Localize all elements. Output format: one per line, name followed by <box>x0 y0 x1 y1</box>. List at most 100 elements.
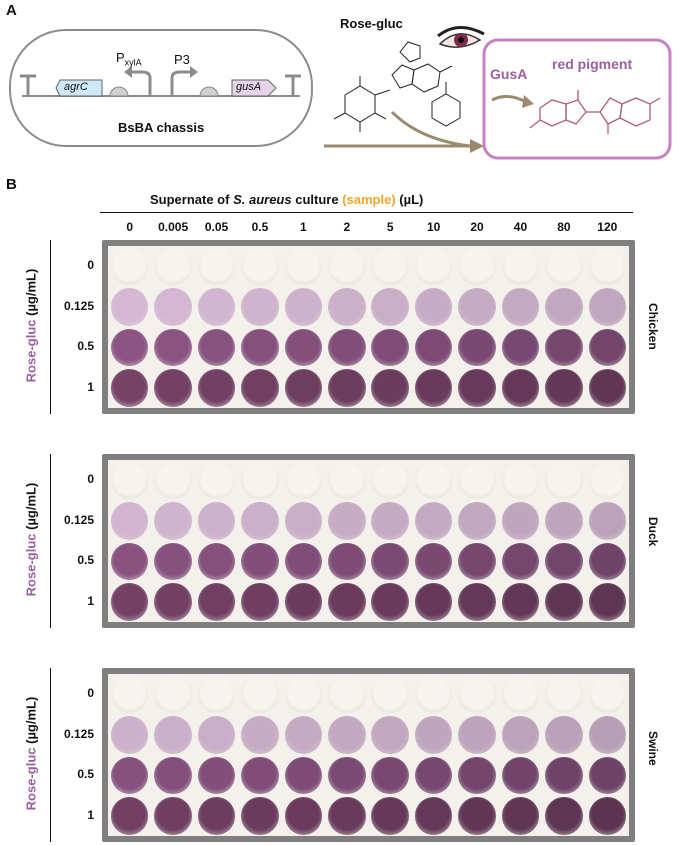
header-middle: culture <box>291 192 343 207</box>
well <box>284 756 323 794</box>
well <box>588 461 627 499</box>
panel-b-letter: B <box>6 176 17 193</box>
well <box>154 247 192 285</box>
well <box>110 502 149 540</box>
well <box>371 797 409 835</box>
well <box>458 716 496 754</box>
well <box>110 369 149 407</box>
plate-species-label: Chicken <box>646 303 660 350</box>
well <box>458 247 496 285</box>
header-species: S. aureus <box>233 192 292 207</box>
well <box>328 583 366 621</box>
plate-surface <box>108 246 629 408</box>
well <box>154 542 192 580</box>
terminator-right-icon <box>285 74 301 96</box>
y-label-unit: (µg/mL) <box>23 268 39 320</box>
column-label: 1 <box>300 220 307 234</box>
column-label: 10 <box>426 220 441 234</box>
well <box>458 328 496 366</box>
rbs-right-icon <box>199 86 219 97</box>
well <box>241 716 279 754</box>
y-label-unit: (µg/mL) <box>23 482 39 534</box>
row-bracket <box>50 240 51 414</box>
reaction-arrow-curve <box>390 110 471 148</box>
well <box>545 369 583 407</box>
well <box>110 328 149 366</box>
gene-gusa-shape <box>231 79 277 97</box>
well <box>241 328 279 366</box>
well-plate <box>102 668 635 842</box>
well <box>110 756 149 794</box>
well <box>197 756 236 794</box>
promoter-p3-label: P3 <box>174 52 190 67</box>
well <box>545 797 583 835</box>
plate-surface <box>108 674 629 836</box>
well-plate <box>102 240 635 414</box>
promoter-p3-arrow-icon <box>170 70 190 96</box>
well <box>197 502 236 540</box>
rose-gluc-structure <box>333 41 453 132</box>
well <box>241 502 279 540</box>
eye-icon <box>437 26 485 48</box>
y-axis-label: Rose-gluc (µg/mL) <box>24 455 39 625</box>
well <box>545 461 583 499</box>
well-plate <box>102 454 635 628</box>
well <box>458 756 496 794</box>
well <box>328 797 366 835</box>
well <box>328 756 366 794</box>
well <box>328 675 366 713</box>
well <box>154 461 192 499</box>
well <box>241 369 279 407</box>
well <box>414 288 453 326</box>
well <box>197 797 236 835</box>
panel-b-header: Supernate of S. aureus culture (sample) … <box>150 192 423 207</box>
well <box>110 716 149 754</box>
well <box>284 583 323 621</box>
well <box>545 716 583 754</box>
well <box>588 583 627 621</box>
well <box>414 542 453 580</box>
well <box>371 288 409 326</box>
column-label: 5 <box>386 220 394 234</box>
product-box <box>482 38 672 160</box>
row-label: 0.5 <box>77 553 94 568</box>
well <box>284 328 323 366</box>
column-label: 40 <box>513 220 528 234</box>
row-label: 0.5 <box>77 767 94 782</box>
panel-a-letter: A <box>6 2 17 19</box>
well <box>371 542 409 580</box>
well <box>197 461 236 499</box>
well <box>414 756 453 794</box>
well <box>197 288 236 326</box>
well <box>110 675 149 713</box>
well <box>154 328 192 366</box>
red-pigment-structure <box>529 90 661 134</box>
promoter-xyla-arrow-icon <box>132 70 152 96</box>
well <box>371 502 409 540</box>
well <box>154 502 192 540</box>
column-label: 0.005 <box>158 220 189 234</box>
panel-a-diagram <box>9 26 672 160</box>
well <box>458 461 496 499</box>
row-label: 0.5 <box>77 339 94 354</box>
chassis-label: BsBA chassis <box>118 120 205 135</box>
well <box>328 288 366 326</box>
promoter-sub-text: xylA <box>124 57 142 68</box>
well <box>284 797 323 835</box>
well <box>197 542 236 580</box>
row-label: 1 <box>87 807 94 822</box>
well <box>241 583 279 621</box>
well <box>154 675 192 713</box>
well <box>284 369 323 407</box>
well <box>414 583 453 621</box>
well <box>501 502 540 540</box>
column-label: 0 <box>126 220 134 234</box>
well <box>284 247 323 285</box>
row-label: 0.125 <box>63 298 94 313</box>
well <box>501 247 540 285</box>
well <box>501 288 540 326</box>
product-label: red pigment <box>552 56 633 72</box>
row-label: 0 <box>87 472 94 487</box>
row-label: 0.125 <box>63 726 94 741</box>
well <box>545 675 583 713</box>
